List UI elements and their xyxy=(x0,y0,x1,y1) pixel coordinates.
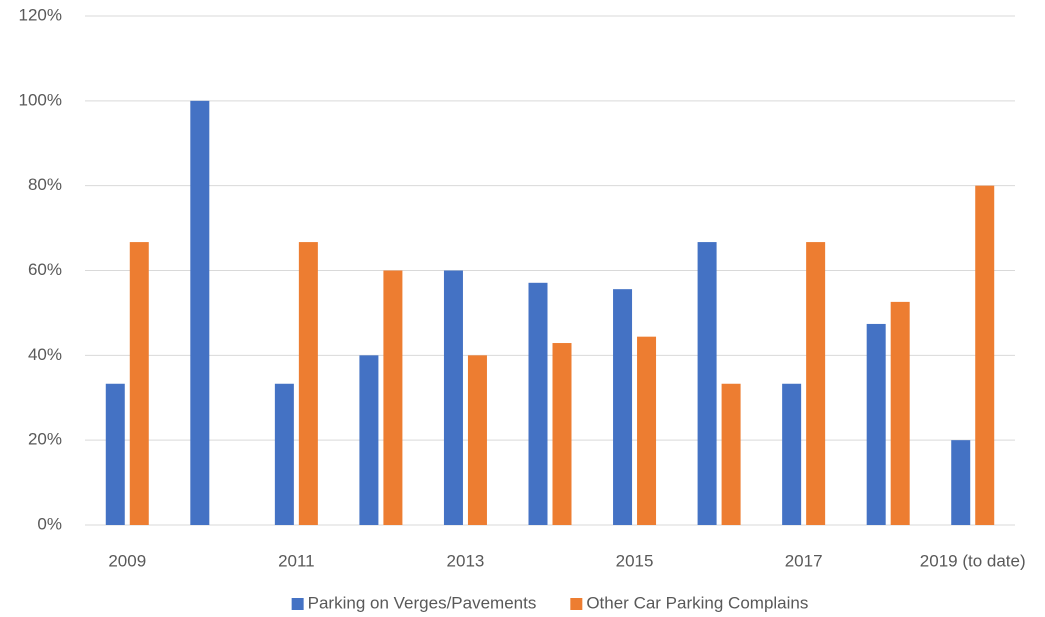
bar xyxy=(190,100,210,525)
legend-label: Other Car Parking Complains xyxy=(586,593,808,612)
bar xyxy=(637,336,657,525)
y-tick-label: 0% xyxy=(37,514,62,533)
bar xyxy=(105,383,125,525)
bar xyxy=(298,242,318,526)
bar xyxy=(866,323,886,525)
bar xyxy=(359,355,379,525)
x-tick-label: 2019 (to date) xyxy=(920,551,1026,570)
bar xyxy=(721,383,741,525)
y-tick-label: 60% xyxy=(28,260,62,279)
legend-item: Parking on Verges/Pavements xyxy=(291,593,537,612)
y-tick-label: 120% xyxy=(19,5,62,24)
bar xyxy=(697,242,717,526)
x-tick-label: 2015 xyxy=(616,551,654,570)
bar xyxy=(782,383,802,525)
legend-swatch xyxy=(570,598,583,610)
legend-label: Parking on Verges/Pavements xyxy=(308,593,537,612)
bar xyxy=(552,343,572,525)
x-tick-label: 2009 xyxy=(108,551,146,570)
bar xyxy=(975,185,995,525)
y-tick-label: 100% xyxy=(19,90,62,109)
x-tick-label: 2013 xyxy=(447,551,485,570)
bar xyxy=(806,242,826,526)
bar xyxy=(467,355,487,525)
bar xyxy=(383,270,403,525)
bar xyxy=(951,440,971,525)
bar xyxy=(890,301,910,525)
y-tick-label: 20% xyxy=(28,430,62,449)
bar xyxy=(528,282,548,525)
bar xyxy=(274,383,294,525)
x-tick-label: 2017 xyxy=(785,551,823,570)
bar xyxy=(443,270,463,525)
x-tick-label: 2011 xyxy=(278,551,315,570)
y-tick-label: 80% xyxy=(28,175,62,194)
legend-item: Other Car Parking Complains xyxy=(570,593,808,612)
y-tick-label: 40% xyxy=(28,345,62,364)
legend-swatch xyxy=(291,598,304,610)
bar xyxy=(613,289,633,525)
bar xyxy=(129,242,149,526)
